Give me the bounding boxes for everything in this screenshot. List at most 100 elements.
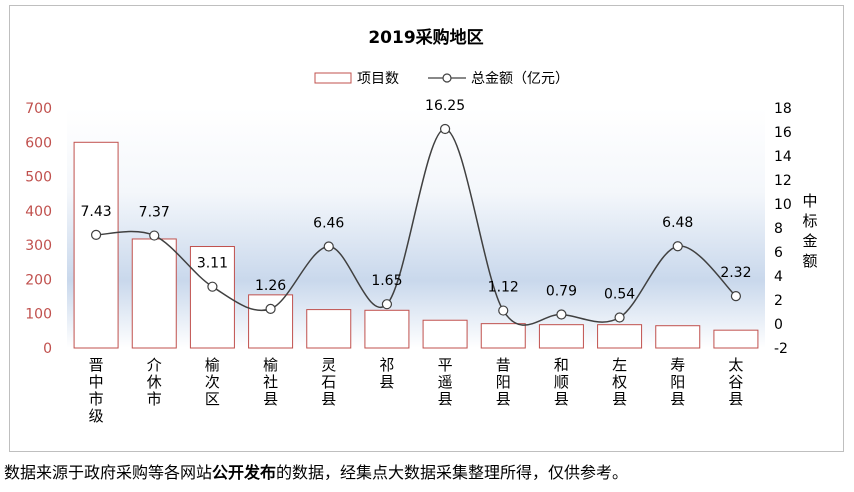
category-label-char: 太 — [728, 356, 743, 374]
bar-3 — [189, 246, 235, 349]
category-label-char: 阳 — [670, 373, 685, 391]
amount-point-10 — [614, 312, 625, 323]
left-axis-tick: 300 — [25, 238, 52, 254]
category-label-char: 阳 — [496, 373, 511, 391]
category-label-char: 顺 — [554, 373, 569, 391]
amount-point-11 — [672, 241, 683, 252]
bar-9 — [538, 324, 584, 349]
bar-5 — [306, 309, 352, 349]
amount-label-9: 0.79 — [546, 284, 577, 300]
category-label-char: 县 — [263, 390, 278, 408]
legend-line-marker — [442, 73, 452, 83]
left-axis-tick: 600 — [25, 135, 52, 151]
right-axis-label-char: 标 — [802, 212, 817, 230]
amount-label-6: 1.65 — [371, 273, 402, 289]
left-axis-tick: 500 — [25, 170, 52, 186]
right-axis-tick: 14 — [774, 149, 792, 165]
category-label-char: 休 — [147, 373, 162, 391]
legend-bar-label: 项目数 — [357, 71, 399, 87]
right-axis-tick: 10 — [774, 197, 792, 213]
right-axis-tick: 6 — [774, 245, 783, 261]
category-label-char: 石 — [321, 373, 336, 391]
chart-frame: 7.43 7.37 3.11 1.26 6.46 1.65 16.25 1.12 0.79 0.5… — [9, 5, 844, 452]
category-label-char: 县 — [496, 390, 511, 408]
category-label-char: 祁 — [379, 356, 394, 374]
legend-bar-swatch — [314, 72, 352, 84]
category-label-char: 级 — [89, 407, 104, 425]
bar-6 — [364, 309, 410, 349]
left-axis-tick: 200 — [25, 272, 52, 288]
source-note-bold: 公开发布 — [212, 463, 277, 482]
right-axis-tick: 16 — [774, 125, 792, 141]
bar-1 — [73, 141, 119, 349]
category-label-char: 县 — [554, 390, 569, 408]
right-axis-tick: -2 — [774, 341, 788, 357]
amount-point-9 — [556, 309, 567, 320]
category-label-char: 谷 — [728, 373, 743, 391]
category-label-char: 市 — [89, 390, 104, 408]
source-note: 数据来源于政府采购等各网站公开发布的数据，经集点大数据采集整理所得，仅供参考。 — [4, 459, 628, 483]
category-label-char: 榆 — [205, 356, 220, 374]
bar-7 — [422, 319, 468, 349]
amount-point-2 — [149, 230, 160, 241]
category-label-char: 晋 — [89, 356, 104, 374]
right-axis-tick: 2 — [774, 293, 783, 309]
left-axis-tick: 400 — [25, 204, 52, 220]
category-label-char: 榆 — [263, 356, 278, 374]
category-label-char: 社 — [263, 373, 278, 391]
amount-label-12: 2.32 — [720, 265, 751, 281]
amount-label-3: 3.11 — [197, 256, 228, 272]
category-label-char: 县 — [379, 373, 394, 391]
amount-point-8 — [498, 305, 509, 316]
left-axis-tick: 0 — [43, 341, 52, 357]
category-label-char: 左 — [612, 356, 627, 374]
category-label-char: 灵 — [321, 356, 336, 374]
category-label-char: 县 — [438, 390, 453, 408]
amount-point-7 — [439, 123, 451, 135]
bar-10 — [597, 324, 643, 349]
bar-11 — [655, 325, 701, 349]
amount-point-4 — [265, 303, 276, 314]
amount-label-7: 16.25 — [425, 98, 465, 114]
amount-label-11: 6.48 — [662, 215, 693, 231]
category-label-char: 和 — [554, 356, 569, 374]
right-axis-tick: 0 — [774, 317, 783, 333]
category-label-char: 区 — [205, 390, 220, 408]
amount-label-1: 7.43 — [80, 204, 111, 220]
category-label-char: 县 — [321, 390, 336, 408]
category-label-char: 昔 — [496, 356, 511, 374]
right-axis-label-char: 金 — [802, 232, 817, 250]
left-axis-tick: 700 — [25, 101, 52, 117]
bar-2 — [131, 238, 177, 349]
category-label-char: 中 — [89, 373, 104, 391]
right-axis-tick: 18 — [774, 101, 792, 117]
category-label-char: 次 — [205, 373, 220, 391]
category-label-char: 寿 — [670, 356, 685, 374]
amount-label-10: 0.54 — [604, 287, 635, 303]
category-label-char: 市 — [147, 390, 162, 408]
chart: 7.43 7.37 3.11 1.26 6.46 1.65 16.25 1.12 0.79 0.5… — [25, 27, 817, 425]
right-axis-tick: 12 — [774, 173, 792, 189]
right-axis-tick: 8 — [774, 221, 783, 237]
bar-8 — [480, 323, 526, 349]
category-label-char: 平 — [438, 356, 453, 374]
left-axis-tick: 100 — [25, 307, 52, 323]
right-axis-label-char: 额 — [802, 252, 817, 270]
amount-point-3 — [207, 281, 218, 292]
amount-label-8: 1.12 — [488, 280, 519, 296]
category-label-char: 县 — [612, 390, 627, 408]
category-label-char: 介 — [147, 356, 162, 374]
bar-4 — [248, 294, 294, 349]
amount-point-5 — [323, 241, 334, 252]
legend-line-label: 总金额（亿元） — [471, 71, 569, 87]
category-label-char: 县 — [728, 390, 743, 408]
amount-point-6 — [381, 299, 393, 310]
right-axis-tick: 4 — [774, 269, 783, 285]
plot-background — [67, 108, 765, 348]
amount-point-1 — [90, 229, 102, 240]
category-label-char: 遥 — [438, 373, 453, 391]
amount-label-4: 1.26 — [255, 278, 286, 294]
category-label-char: 权 — [612, 373, 627, 391]
bar-12 — [713, 329, 759, 349]
source-note-pre: 数据来源于政府采购等各网站 — [4, 463, 213, 482]
